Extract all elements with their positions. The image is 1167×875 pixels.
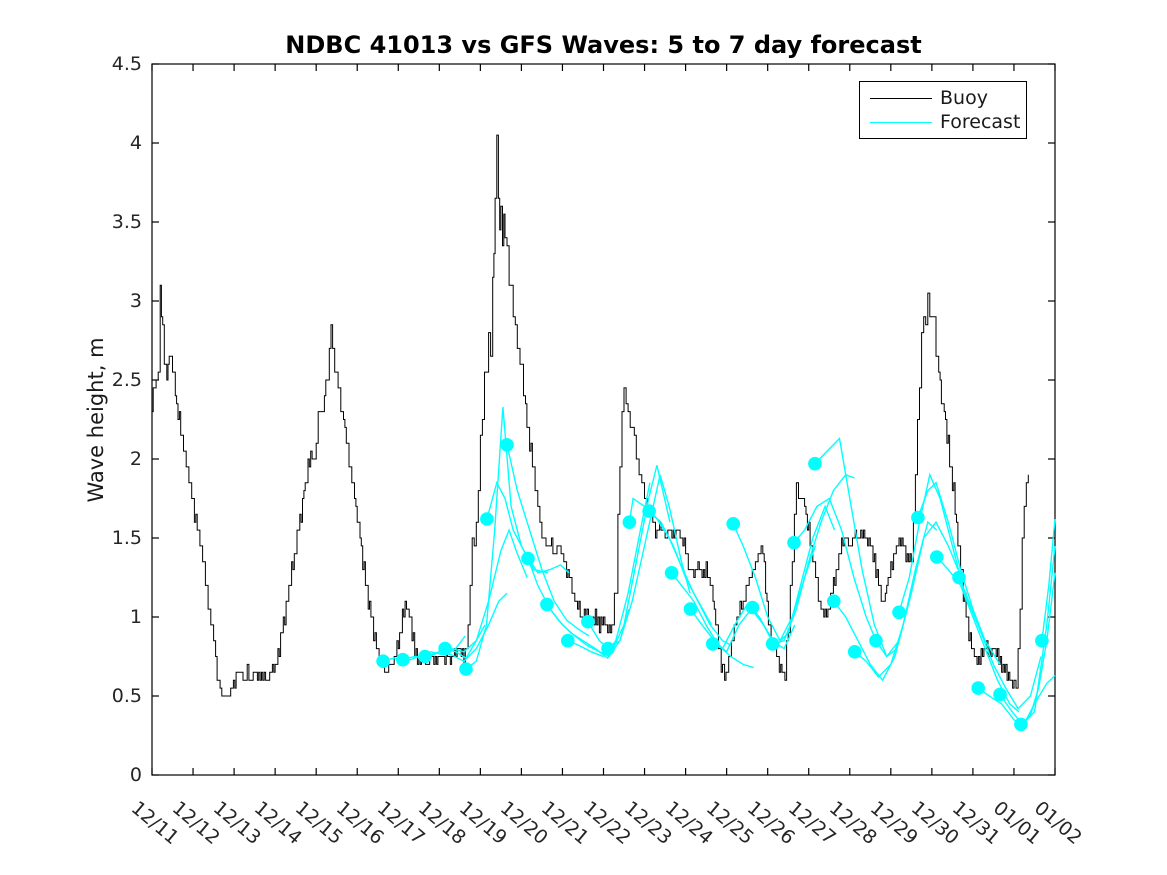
y-tick-label: 3 <box>129 290 142 312</box>
forecast-segment <box>1020 572 1056 725</box>
forecast-start-marker <box>705 637 720 651</box>
forecast-start-marker <box>500 438 514 452</box>
forecast-segment <box>751 504 836 647</box>
forecast-start-marker <box>396 652 410 667</box>
forecast-segment <box>854 520 938 679</box>
forecast-start-marker <box>827 594 841 608</box>
legend-label-buoy: Buoy <box>940 87 988 109</box>
forecast-start-marker <box>930 550 944 564</box>
forecast-start-marker <box>1014 717 1028 732</box>
forecast-segment <box>936 556 1020 713</box>
forecast-start-marker <box>787 535 801 550</box>
legend-entry-forecast: Forecast <box>860 111 1026 135</box>
forecast-segment <box>875 520 959 658</box>
legend-label-forecast: Forecast <box>940 111 1021 133</box>
forecast-start-marker <box>480 512 494 526</box>
buoy-line <box>152 134 1029 697</box>
forecast-segment <box>772 473 855 645</box>
forecast-series <box>376 406 1056 732</box>
forecast-segment <box>814 437 898 658</box>
forecast-start-marker <box>438 641 452 656</box>
forecast-start-marker <box>892 605 906 620</box>
buoy-line-swatch <box>870 98 932 99</box>
y-tick-label: 4.5 <box>111 53 142 75</box>
forecast-start-marker <box>683 602 698 616</box>
forecast-segment <box>793 497 877 641</box>
y-tick-label: 1.5 <box>111 527 142 549</box>
forecast-segment <box>999 545 1056 726</box>
axis-ticks <box>151 63 1056 776</box>
forecast-start-marker <box>808 456 822 471</box>
y-tick-label: 1 <box>129 606 142 628</box>
forecast-start-marker <box>664 566 679 580</box>
legend-entry-buoy: Buoy <box>860 87 1026 111</box>
forecast-start-marker <box>847 645 862 659</box>
forecast-segment <box>958 577 1042 710</box>
legend: Buoy Forecast <box>859 81 1027 139</box>
forecast-start-marker <box>581 614 595 629</box>
forecast-start-marker <box>376 654 390 668</box>
forecast-segment <box>424 592 508 663</box>
forecast-start-marker <box>993 687 1007 702</box>
forecast-start-marker <box>911 510 925 525</box>
forecast-segment <box>506 444 590 637</box>
forecast-start-marker <box>540 597 554 612</box>
y-axis-label: Wave height, m <box>84 337 108 503</box>
forecast-segment <box>917 481 1001 665</box>
forecast-start-marker <box>601 641 615 656</box>
forecast-line-swatch <box>870 122 932 123</box>
y-tick-label: 2 <box>129 448 142 470</box>
forecast-start-marker <box>745 600 760 615</box>
y-tick-label: 4 <box>129 132 142 154</box>
forecast-start-marker <box>418 649 432 664</box>
forecast-segment <box>1041 518 1056 641</box>
forecast-start-marker <box>622 515 637 529</box>
chart-title: NDBC 41013 vs GFS Waves: 5 to 7 day fore… <box>285 31 922 59</box>
forecast-segment <box>587 465 671 653</box>
y-tick-label: 3.5 <box>111 211 142 233</box>
forecast-segment <box>546 603 630 660</box>
forecast-start-marker <box>521 551 535 566</box>
forecast-start-marker <box>765 637 780 651</box>
forecast-start-marker <box>459 662 473 676</box>
y-tick-label: 0.5 <box>111 685 142 707</box>
forecast-start-marker <box>1035 633 1049 648</box>
forecast-start-marker <box>642 504 656 518</box>
forecast-start-marker <box>952 570 966 585</box>
forecast-start-marker <box>869 633 883 648</box>
y-tick-label: 0 <box>129 764 142 786</box>
forecast-start-marker <box>561 633 575 648</box>
forecast-segment <box>444 528 528 660</box>
y-tick-label: 2.5 <box>111 369 142 391</box>
forecast-start-marker <box>971 681 985 695</box>
forecast-segment <box>648 510 732 647</box>
forecast-start-marker <box>726 517 740 531</box>
forecast-segment <box>671 572 754 669</box>
